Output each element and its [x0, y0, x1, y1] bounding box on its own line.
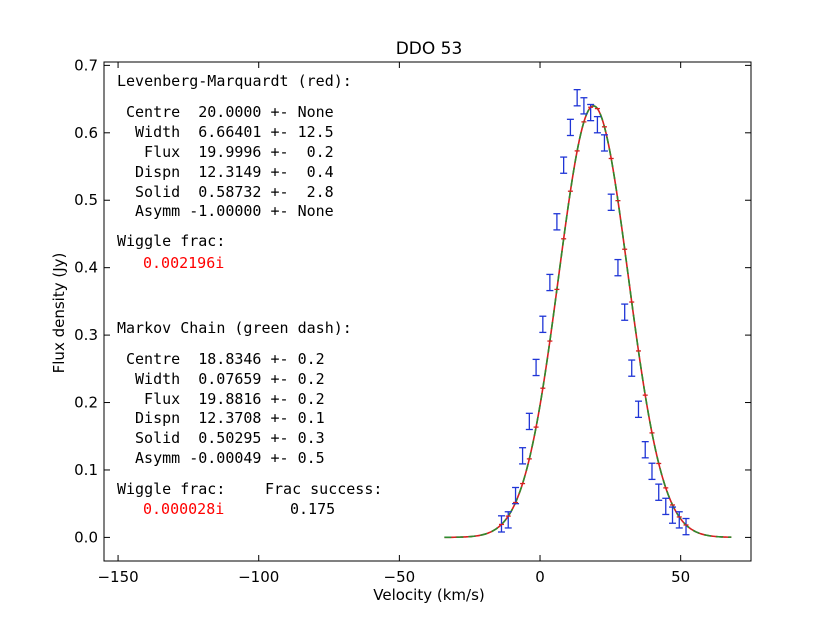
x-axis-label: Velocity (km/s)	[373, 586, 484, 604]
chart-title: DDO 53	[396, 39, 463, 59]
y-tick-label: 0.4	[74, 259, 98, 277]
y-tick-label: 0.0	[74, 528, 98, 546]
axis-ticks: −150 −100 −50 0 50 0.0 0.1 0.2 0.3 0.4 0.5 0.6 0.7	[74, 56, 751, 586]
y-tick-label: 0.1	[74, 461, 98, 479]
plot-frame	[103, 61, 752, 562]
lm-row: Solid 0.58732 +- 2.8	[126, 183, 334, 201]
y-tick-label: 0.6	[74, 124, 98, 142]
y-axis-label: Flux density (Jy)	[50, 253, 68, 374]
x-tick-label: −50	[384, 568, 416, 586]
lm-row: Centre 20.0000 +- None	[126, 103, 334, 121]
lm-row: Width 6.66401 +- 12.5	[126, 123, 334, 141]
y-tick-label: 0.5	[74, 191, 98, 209]
lm-wiggle-label: Wiggle frac:	[117, 232, 225, 250]
x-tick-label: 0	[535, 568, 545, 586]
lm-row: Dispn 12.3149 +- 0.4	[126, 163, 334, 181]
mc-wiggle-label: Wiggle frac:	[117, 480, 225, 498]
x-tick-label: −150	[97, 568, 138, 586]
y-tick-label: 0.7	[74, 56, 98, 74]
lm-row: Asymm -1.00000 +- None	[126, 202, 334, 220]
mc-row: Width 0.07659 +- 0.2	[126, 370, 325, 388]
lm-wiggle-value: 0.002196i	[143, 254, 224, 272]
mc-success-value: 0.175	[290, 500, 335, 518]
lm-row: Flux 19.9996 +- 0.2	[126, 143, 334, 161]
model-curves	[444, 105, 732, 539]
mc-annotation: Markov Chain (green dash): Centre 18.834…	[117, 319, 382, 518]
mc-wiggle-value: 0.000028i	[143, 500, 224, 518]
mc-fit-line	[444, 105, 732, 539]
lm-fit-line	[444, 105, 732, 539]
mc-row: Solid 0.50295 +- 0.3	[126, 429, 325, 447]
x-tick-label: 50	[671, 568, 690, 586]
y-tick-label: 0.2	[74, 394, 98, 412]
observations	[497, 88, 690, 536]
mc-heading: Markov Chain (green dash):	[117, 319, 352, 337]
lm-annotation: Levenberg-Marquardt (red): Centre 20.000…	[117, 72, 352, 272]
mc-row: Centre 18.8346 +- 0.2	[126, 350, 325, 368]
mc-row: Dispn 12.3708 +- 0.1	[126, 409, 325, 427]
mc-success-label: Frac success:	[265, 480, 382, 498]
mc-row: Asymm -0.00049 +- 0.5	[126, 449, 325, 467]
x-tick-label: −100	[238, 568, 279, 586]
y-tick-label: 0.3	[74, 326, 98, 344]
lm-heading: Levenberg-Marquardt (red):	[117, 72, 352, 90]
mc-row: Flux 19.8816 +- 0.2	[126, 390, 325, 408]
